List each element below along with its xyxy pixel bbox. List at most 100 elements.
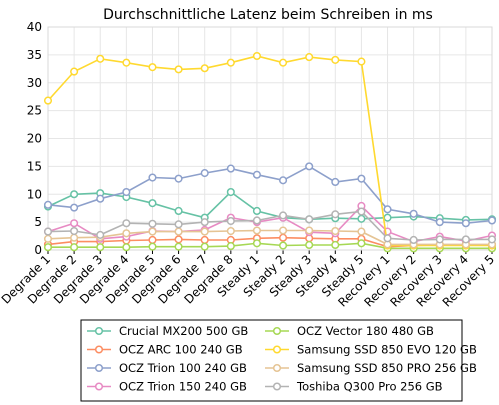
data-point — [305, 215, 314, 224]
data-point — [357, 227, 366, 236]
legend: Crucial MX200 500 GB OCZ ARC 100 240 GB OC… — [80, 319, 477, 402]
chart-title: Durchschnittliche Latenz beim Schreiben … — [103, 7, 433, 23]
data-point — [200, 169, 209, 178]
data-point — [279, 211, 288, 220]
data-point — [357, 174, 366, 183]
data-point — [96, 230, 105, 239]
data-point — [252, 206, 261, 216]
data-point — [435, 235, 444, 244]
data-point — [200, 235, 209, 245]
data-point — [148, 242, 157, 251]
data-point — [122, 58, 131, 67]
series-7 — [43, 207, 497, 245]
legend-item: OCZ Trion 150 240 GB — [87, 380, 247, 394]
data-point — [331, 55, 340, 64]
data-point — [461, 235, 470, 244]
data-point — [174, 65, 183, 74]
series-line — [47, 55, 492, 247]
data-point — [279, 176, 288, 185]
legend-item: OCZ Trion 100 240 GB — [87, 361, 247, 375]
legend-swatch-marker — [272, 326, 282, 336]
data-point — [252, 216, 261, 225]
legend-label: OCZ ARC 100 240 GB — [119, 343, 243, 357]
data-point — [331, 226, 340, 236]
data-point — [357, 214, 366, 223]
data-point — [70, 226, 79, 236]
data-point — [70, 219, 79, 228]
legend-swatch-marker — [94, 382, 104, 391]
legend-box — [80, 319, 463, 402]
data-point — [226, 216, 235, 226]
data-point — [96, 54, 105, 63]
data-point — [409, 235, 418, 245]
data-point — [43, 227, 53, 236]
data-point — [487, 235, 497, 244]
series-group — [43, 51, 497, 253]
legend-label: Samsung SSD 850 EVO 120 GB — [297, 343, 477, 357]
y-tick-label: 5 — [34, 215, 42, 229]
legend-item: OCZ Vector 180 480 GB — [265, 324, 434, 338]
data-point — [70, 203, 79, 212]
legend-label: OCZ Trion 100 240 GB — [119, 361, 247, 375]
data-point — [279, 241, 288, 250]
series-line — [47, 210, 492, 241]
data-point — [200, 64, 209, 73]
data-point — [200, 227, 209, 236]
y-tick-label: 10 — [27, 187, 42, 201]
legend-label: OCZ Vector 180 480 GB — [297, 324, 434, 338]
data-point — [148, 173, 157, 182]
data-point — [226, 242, 235, 251]
data-point — [487, 216, 497, 225]
data-point — [357, 207, 366, 216]
legend-swatch-marker — [94, 345, 104, 354]
legend-swatch-marker — [272, 345, 282, 354]
data-point — [331, 240, 340, 250]
y-tick-label: 35 — [27, 48, 42, 62]
data-point — [226, 187, 235, 197]
data-point — [43, 243, 53, 252]
data-point — [305, 162, 314, 171]
data-point — [70, 233, 79, 242]
legend-item: Samsung SSD 850 PRO 256 GB — [265, 361, 477, 375]
legend-label: Toshiba Q300 Pro 256 GB — [296, 380, 443, 394]
legend-swatch-marker — [94, 363, 104, 373]
data-point — [435, 218, 444, 227]
data-point — [174, 242, 183, 251]
data-point — [122, 243, 131, 252]
data-point — [148, 227, 157, 236]
data-point — [174, 235, 183, 244]
data-point — [174, 174, 183, 183]
data-point — [252, 239, 261, 248]
data-point — [122, 187, 131, 197]
y-tick-label: 20 — [27, 132, 42, 146]
data-point — [96, 194, 105, 203]
data-point — [122, 219, 131, 228]
data-point — [148, 199, 157, 208]
data-point — [383, 234, 392, 243]
data-point — [148, 63, 157, 72]
data-point — [357, 57, 366, 66]
data-point — [305, 53, 314, 62]
y-tick-label: 15 — [27, 159, 42, 173]
data-point — [305, 240, 314, 250]
data-point — [279, 58, 288, 67]
legend-label: Samsung SSD 850 PRO 256 GB — [297, 361, 477, 375]
data-point — [226, 226, 235, 236]
data-point — [357, 239, 366, 248]
series-line — [47, 229, 492, 246]
data-point — [43, 200, 53, 209]
data-point — [226, 164, 235, 173]
data-point — [383, 213, 392, 222]
plot-frame — [47, 26, 493, 251]
legend-item: Crucial MX200 500 GB — [87, 324, 248, 338]
series-2 — [43, 162, 497, 228]
data-point — [279, 226, 288, 235]
data-point — [200, 242, 209, 251]
legend-swatch-marker — [94, 326, 104, 336]
data-point — [174, 220, 183, 229]
data-point — [200, 218, 209, 227]
data-point — [174, 206, 183, 216]
data-point — [226, 58, 235, 67]
